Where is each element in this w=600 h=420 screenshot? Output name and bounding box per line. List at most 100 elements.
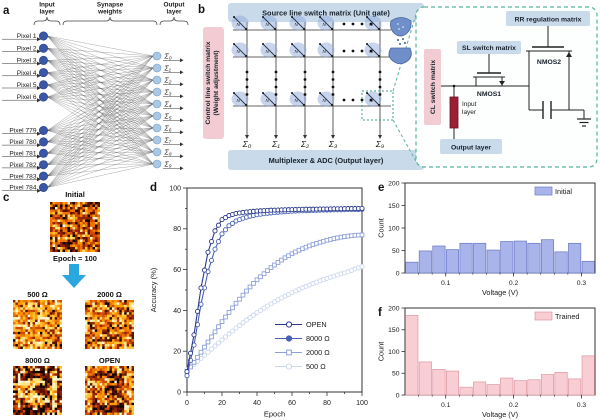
- x-tick-label: 40: [253, 400, 261, 407]
- histogram-bar: [527, 379, 541, 396]
- brace: [159, 16, 189, 26]
- cell-contact: [303, 55, 305, 57]
- ellipsis-dot: [351, 98, 355, 102]
- synapse-weight-line: [47, 103, 154, 177]
- ellipsis-dot: [351, 22, 355, 26]
- histogram-bar: [581, 355, 595, 396]
- data-point: [208, 257, 215, 263]
- histogram-bar: [527, 242, 541, 274]
- network-diagram: InputlayerSynapseweightsOutputlayerPixel…: [2, 2, 189, 193]
- unit-cell-detail: RR regulation matrix SL switch matrix CL…: [415, 6, 598, 168]
- input-layer-label-2: layer: [462, 109, 477, 116]
- cell-switch: [366, 92, 380, 106]
- histogram-bar: [459, 386, 473, 396]
- cell-contact: [378, 104, 380, 106]
- y-tick-label: 0: [177, 389, 181, 396]
- histogram-bar: [540, 239, 555, 274]
- legend-marker: [286, 349, 292, 356]
- synapse-icon: [388, 17, 412, 65]
- ellipsis-dot: [303, 78, 307, 81]
- synapse-weight-line: [47, 55, 154, 98]
- arrowhead: [303, 135, 307, 139]
- data-point: [222, 334, 229, 340]
- cell-contact: [331, 28, 333, 30]
- output-sum-label: Σ₃: [164, 90, 172, 97]
- synapse-weight-line: [47, 96, 154, 153]
- data-point: [359, 205, 365, 211]
- arrow-to-node: [37, 143, 41, 148]
- data-point: [265, 268, 270, 273]
- synapse-weight-line: [47, 96, 154, 165]
- cell-transistor-mark: N: [237, 98, 241, 103]
- cell-contact: [274, 28, 276, 30]
- cell-transistor-mark: N: [266, 98, 270, 103]
- neurotransmitter-dot: [399, 43, 401, 45]
- histogram-bar: [459, 242, 473, 274]
- synapse-weight-line: [47, 55, 154, 177]
- ellipsis-dot: [331, 70, 335, 74]
- ellipsis-dot: [245, 78, 249, 81]
- crossbar-array: NNNNNNNNNNNNNNNΣ₀Σ₁Σ₂Σ₃Σ₉: [231, 15, 391, 149]
- vesicle-dot: [398, 28, 400, 30]
- output-node: [152, 111, 162, 121]
- arrowhead: [245, 135, 249, 139]
- cell-switch: [262, 16, 276, 30]
- data-point: [219, 231, 225, 237]
- synapse-weight-line: [47, 115, 154, 188]
- synapse-weight-line: [47, 127, 154, 131]
- legend-label: OPEN: [306, 320, 327, 329]
- data-point: [212, 329, 218, 335]
- synapse-weight-line: [47, 79, 154, 131]
- y-tick-label: 200: [388, 305, 400, 312]
- histogram-bar: [445, 249, 460, 274]
- x-tick-label: 0.3: [577, 402, 587, 409]
- output-sum-label: Σ₇: [164, 138, 172, 145]
- histogram-bar: [432, 368, 446, 396]
- synapse-weight-line: [47, 55, 154, 131]
- arrow-to-node: [37, 98, 41, 103]
- panel-e-initial-histogram: e 0 50 100 150 200 0.1 0.2 0.3 Count Voltage (V) I…: [377, 180, 596, 297]
- x-tick-label: 0.1: [441, 402, 451, 409]
- callout-line-bottom: [392, 119, 418, 164]
- accuracy-line-chart: 0 20 40 60 80 100 0 20 40 60 80 100 Accuracy (%) Epoc…: [149, 185, 368, 418]
- input-layer-label-1: Input: [462, 101, 477, 108]
- cell-contact: [291, 92, 293, 94]
- synapse-weight-line: [47, 151, 154, 165]
- ellipsis-dot: [360, 22, 364, 26]
- cell-contact: [245, 55, 247, 57]
- arrow-to-node: [37, 177, 41, 182]
- synapse-weight-line: [47, 115, 154, 131]
- synapse-weight-line: [47, 163, 154, 177]
- input-pixel-label: Pixel 6: [17, 94, 37, 101]
- sl-switch-box: [457, 41, 521, 54]
- weight-map-title: 2000 Ω: [97, 290, 122, 299]
- cell-contact: [366, 92, 368, 94]
- synapse-weight-line: [47, 151, 154, 177]
- synapse-weight-line: [47, 115, 154, 165]
- y-axis-title: Accuracy (%): [149, 267, 158, 312]
- vesicle-dot: [402, 26, 404, 28]
- arrowhead: [331, 135, 335, 139]
- data-point: [226, 310, 232, 315]
- ellipsis-dot: [369, 49, 373, 53]
- data-point: [359, 263, 365, 270]
- dendrite-shape: [388, 47, 412, 65]
- histogram-bar: [473, 242, 487, 274]
- selected-cell-outline: [361, 90, 394, 121]
- memristor-input-layer: [449, 96, 459, 129]
- arrow-out: [180, 142, 184, 147]
- cell-transistor-mark: N: [266, 22, 270, 27]
- histogram-bar: [513, 380, 527, 396]
- cell-contact: [233, 16, 235, 18]
- column-sum-label: Σ₃: [328, 139, 338, 149]
- multiplexer-adc-label: Multiplexer & ADC (Output layer): [269, 156, 384, 165]
- output-node: [152, 99, 162, 109]
- synapse-weight-line: [47, 115, 154, 154]
- brace-label: Synapse: [97, 2, 124, 9]
- ground-lead: [569, 109, 585, 119]
- synapse-weight-line: [47, 79, 154, 98]
- weight-map-title: Initial: [65, 190, 85, 199]
- ellipsis-dot: [369, 98, 373, 102]
- y-tick-label: 50: [392, 371, 400, 378]
- histogram-bar: [554, 251, 568, 274]
